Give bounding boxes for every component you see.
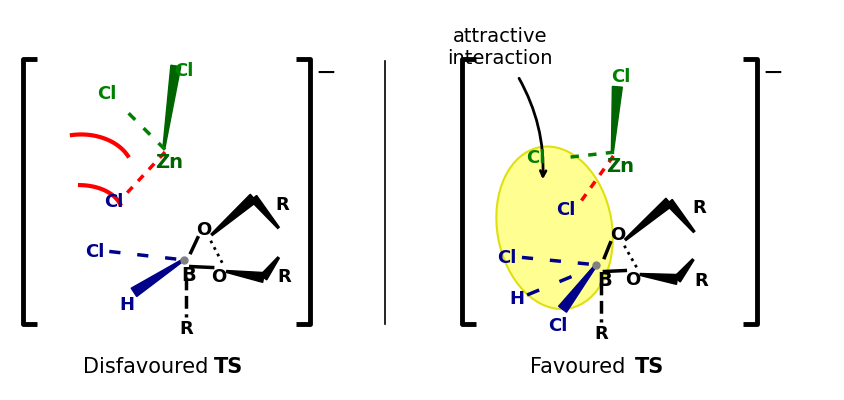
Polygon shape	[640, 274, 678, 284]
Text: Cl: Cl	[497, 248, 517, 266]
Text: −: −	[316, 61, 337, 85]
Text: Cl: Cl	[174, 62, 193, 80]
Polygon shape	[260, 257, 279, 280]
Text: O: O	[211, 268, 226, 286]
Text: O: O	[609, 226, 625, 244]
Polygon shape	[131, 259, 184, 296]
Text: R: R	[276, 196, 289, 214]
Text: Cl: Cl	[97, 85, 116, 103]
Text: TS: TS	[214, 357, 243, 377]
Text: R: R	[594, 325, 609, 343]
Polygon shape	[611, 86, 622, 152]
Text: Cl: Cl	[84, 243, 104, 261]
Text: attractive: attractive	[452, 27, 547, 46]
Text: O: O	[625, 272, 640, 290]
Polygon shape	[163, 65, 181, 148]
Text: R: R	[692, 199, 706, 217]
Polygon shape	[625, 198, 673, 240]
Text: R: R	[695, 272, 708, 290]
Text: Cl: Cl	[611, 68, 630, 86]
Text: B: B	[597, 271, 612, 290]
Text: H: H	[510, 290, 525, 308]
Text: Zn: Zn	[606, 157, 635, 176]
Text: −: −	[762, 61, 783, 85]
Text: interaction: interaction	[447, 50, 553, 68]
Polygon shape	[559, 264, 598, 312]
Text: Cl: Cl	[556, 201, 576, 219]
Text: H: H	[120, 296, 134, 314]
Text: Favoured: Favoured	[531, 357, 632, 377]
Text: TS: TS	[635, 357, 664, 377]
Text: Disfavoured: Disfavoured	[83, 357, 215, 377]
Text: Cl: Cl	[548, 317, 567, 335]
Polygon shape	[211, 194, 257, 236]
Text: R: R	[278, 268, 291, 286]
Ellipse shape	[496, 146, 613, 309]
Text: Cl: Cl	[105, 193, 124, 211]
Text: R: R	[179, 320, 192, 338]
Polygon shape	[226, 270, 264, 282]
Text: O: O	[196, 221, 211, 239]
Polygon shape	[251, 196, 279, 228]
Polygon shape	[674, 259, 694, 282]
Text: B: B	[181, 266, 196, 285]
Text: Zn: Zn	[154, 153, 183, 172]
Text: Cl: Cl	[526, 149, 545, 167]
Polygon shape	[666, 200, 695, 232]
